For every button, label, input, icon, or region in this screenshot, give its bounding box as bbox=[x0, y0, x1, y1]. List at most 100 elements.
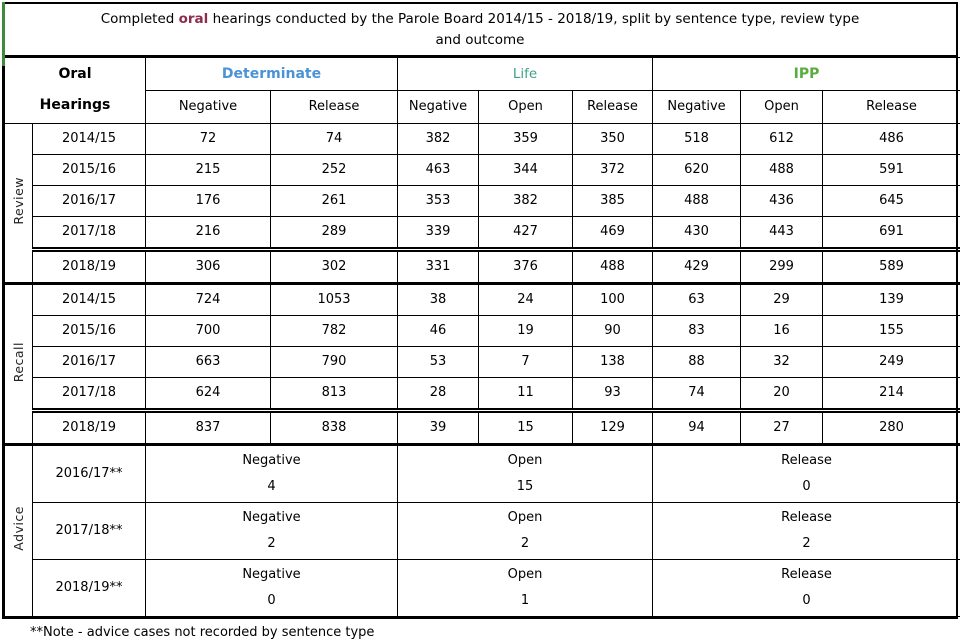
col-header-ipp-release: Release bbox=[822, 89, 960, 124]
value-cell: 436 bbox=[740, 184, 824, 217]
value-cell: 344 bbox=[478, 153, 574, 186]
year-cell: 2018/19 bbox=[32, 246, 146, 284]
report-table-container: Completed oral hearings conducted by the… bbox=[2, 2, 960, 619]
advice-outcome-value: 0 bbox=[267, 592, 276, 608]
value-cell: 94 bbox=[652, 407, 742, 445]
value-cell: 790 bbox=[269, 345, 399, 378]
value-cell: 24 bbox=[478, 281, 574, 316]
report-title: Completed oral hearings conducted by the… bbox=[4, 4, 956, 57]
value-cell: 129 bbox=[572, 407, 654, 445]
section-label-text: Recall bbox=[11, 341, 26, 382]
value-cell: 88 bbox=[652, 345, 742, 378]
section-label-text: Advice bbox=[11, 506, 26, 552]
advice-outcome-value: 0 bbox=[802, 592, 811, 608]
col-header-life-negative: Negative bbox=[397, 89, 480, 124]
corner-header: Oral Hearings bbox=[4, 56, 146, 124]
value-cell: 838 bbox=[269, 407, 399, 445]
advice-cell-open: Open 15 bbox=[397, 442, 654, 503]
year-cell: 2016/17 bbox=[32, 345, 146, 378]
value-cell: 663 bbox=[145, 345, 271, 378]
value-cell: 93 bbox=[572, 376, 654, 411]
advice-outcome-label: Negative bbox=[242, 452, 301, 468]
value-cell: 359 bbox=[478, 122, 574, 155]
section-label-recall: Recall bbox=[4, 281, 33, 445]
value-cell: 430 bbox=[652, 215, 742, 250]
value-cell: 463 bbox=[397, 153, 480, 186]
advice-cell-negative: Negative 2 bbox=[144, 501, 399, 560]
table-row: 2017/18** Negative 2 Open 2 Release 2 bbox=[5, 501, 960, 560]
table-row: 2016/17 176 261 353 382 385 488 436 645 bbox=[5, 184, 960, 217]
year-cell: 2018/19** bbox=[32, 558, 146, 617]
footnote: **Note - advice cases not recorded by se… bbox=[30, 624, 375, 640]
value-cell: 306 bbox=[145, 246, 271, 284]
value-cell: 7 bbox=[478, 345, 574, 378]
value-cell: 100 bbox=[572, 281, 654, 316]
table-row: 2017/18 624 813 28 11 93 74 20 214 bbox=[5, 376, 960, 411]
value-cell: 32 bbox=[740, 345, 824, 378]
advice-outcome-value: 4 bbox=[267, 478, 276, 494]
value-cell: 486 bbox=[822, 122, 960, 155]
value-cell: 19 bbox=[478, 314, 574, 347]
col-header-det-release: Release bbox=[269, 89, 399, 124]
section-label-review: Review bbox=[4, 122, 33, 284]
value-cell: 138 bbox=[572, 345, 654, 378]
value-cell: 518 bbox=[652, 122, 742, 155]
value-cell: 261 bbox=[269, 184, 399, 217]
value-cell: 280 bbox=[822, 407, 960, 445]
section-label-text: Review bbox=[11, 177, 26, 225]
advice-cell-open: Open 2 bbox=[397, 501, 654, 560]
advice-cell-release: Release 0 bbox=[652, 558, 960, 617]
value-cell: 813 bbox=[269, 376, 399, 411]
year-cell: 2016/17 bbox=[32, 184, 146, 217]
value-cell: 155 bbox=[822, 314, 960, 347]
year-cell: 2014/15 bbox=[32, 281, 146, 316]
value-cell: 299 bbox=[740, 246, 824, 284]
advice-outcome-label: Open bbox=[507, 509, 543, 525]
group-header-determinate: Determinate bbox=[144, 56, 399, 91]
col-header-life-release: Release bbox=[572, 89, 654, 124]
value-cell: 372 bbox=[572, 153, 654, 186]
advice-outcome-label: Negative bbox=[242, 566, 301, 582]
value-cell: 488 bbox=[652, 184, 742, 217]
value-cell: 443 bbox=[740, 215, 824, 250]
section-label-advice: Advice bbox=[4, 442, 33, 617]
advice-cell-negative: Negative 4 bbox=[144, 442, 399, 503]
advice-cell-release: Release 0 bbox=[652, 442, 960, 503]
advice-cell-open: Open 1 bbox=[397, 558, 654, 617]
value-cell: 249 bbox=[822, 345, 960, 378]
value-cell: 376 bbox=[478, 246, 574, 284]
hearings-table: Oral Hearings Determinate Life IPP Negat… bbox=[4, 56, 960, 617]
value-cell: 27 bbox=[740, 407, 824, 445]
value-cell: 429 bbox=[652, 246, 742, 284]
table-row: 2015/16 215 252 463 344 372 620 488 591 bbox=[5, 153, 960, 186]
advice-outcome-label: Release bbox=[781, 452, 832, 468]
advice-cell-release: Release 2 bbox=[652, 501, 960, 560]
value-cell: 724 bbox=[145, 281, 271, 316]
value-cell: 382 bbox=[478, 184, 574, 217]
value-cell: 16 bbox=[740, 314, 824, 347]
year-cell: 2014/15 bbox=[32, 122, 146, 155]
year-cell: 2017/18 bbox=[32, 215, 146, 250]
value-cell: 331 bbox=[397, 246, 480, 284]
value-cell: 252 bbox=[269, 153, 399, 186]
year-cell: 2017/18 bbox=[32, 376, 146, 411]
value-cell: 29 bbox=[740, 281, 824, 316]
value-cell: 74 bbox=[652, 376, 742, 411]
col-header-ipp-open: Open bbox=[740, 89, 824, 124]
value-cell: 39 bbox=[397, 407, 480, 445]
col-header-life-open: Open bbox=[478, 89, 574, 124]
value-cell: 53 bbox=[397, 345, 480, 378]
table-row: 2018/19 306 302 331 376 488 429 299 589 bbox=[5, 246, 960, 284]
title-text-2: hearings conducted by the Parole Board 2… bbox=[208, 11, 860, 27]
col-header-det-negative: Negative bbox=[145, 89, 271, 124]
value-cell: 139 bbox=[822, 281, 960, 316]
value-cell: 591 bbox=[822, 153, 960, 186]
value-cell: 176 bbox=[145, 184, 271, 217]
advice-outcome-label: Negative bbox=[242, 509, 301, 525]
value-cell: 589 bbox=[822, 246, 960, 284]
value-cell: 624 bbox=[145, 376, 271, 411]
advice-outcome-value: 1 bbox=[520, 592, 530, 608]
value-cell: 15 bbox=[478, 407, 574, 445]
corner-line1: Oral bbox=[58, 66, 92, 83]
